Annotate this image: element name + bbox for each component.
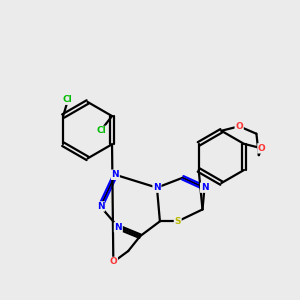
Text: Cl: Cl: [97, 126, 106, 135]
Text: N: N: [201, 183, 208, 192]
Text: O: O: [235, 122, 243, 131]
Text: S: S: [175, 217, 181, 226]
Text: N: N: [153, 183, 161, 192]
Text: Cl: Cl: [63, 95, 73, 104]
Text: O: O: [258, 144, 266, 153]
Text: O: O: [110, 257, 117, 266]
Text: N: N: [97, 202, 104, 211]
Text: N: N: [112, 170, 119, 179]
Text: N: N: [115, 223, 122, 232]
